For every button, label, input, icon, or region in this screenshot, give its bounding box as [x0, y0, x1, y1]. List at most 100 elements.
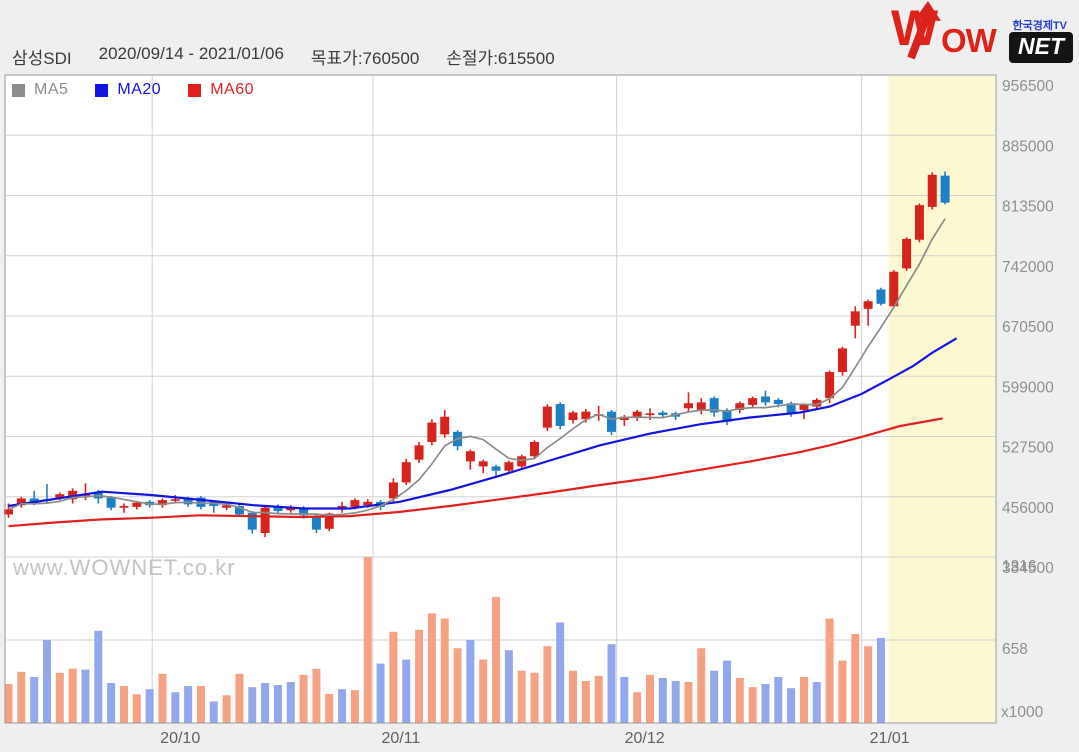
- volume-bar: [864, 646, 873, 723]
- candle-body: [324, 513, 334, 529]
- candle-body: [388, 482, 398, 499]
- ma60-swatch: [188, 83, 202, 97]
- volume-bar: [646, 674, 654, 723]
- candle-body: [683, 403, 693, 409]
- stock-name: 삼성SDI: [12, 49, 72, 68]
- volume-bar: [235, 673, 244, 723]
- volume-bar: [158, 673, 167, 723]
- candle-body: [645, 413, 655, 416]
- legend-item-ma60: MA60: [188, 81, 254, 99]
- volume-bar: [81, 669, 90, 723]
- candle-body: [722, 409, 732, 422]
- volume-bar: [876, 637, 885, 723]
- volume-bar: [94, 630, 103, 723]
- volume-bar: [389, 631, 398, 723]
- candle-body: [542, 406, 552, 428]
- target-price-label: 목표가:760500: [310, 49, 420, 68]
- candle-body: [863, 301, 873, 309]
- candle-body: [440, 416, 450, 435]
- price-tick-label: 670500: [1002, 319, 1054, 336]
- candle-body: [234, 506, 244, 515]
- candle-body: [799, 404, 809, 410]
- candle-body: [889, 271, 899, 307]
- volume-bar: [376, 663, 385, 723]
- logo-letter-w: W: [891, 0, 938, 56]
- volume-unit-label: x1000: [1001, 704, 1044, 721]
- candle-body: [350, 500, 360, 507]
- volume-bar: [825, 618, 834, 723]
- ma5-line: [8, 218, 946, 517]
- candle-body: [709, 398, 719, 413]
- volume-bar: [107, 683, 116, 723]
- ma20-label: MA20: [117, 81, 162, 98]
- volume-bar: [209, 701, 218, 723]
- volume-bar: [787, 688, 796, 723]
- candle-body: [927, 174, 937, 207]
- volume-bar: [671, 680, 680, 723]
- candle-body: [132, 502, 142, 507]
- volume-bar: [633, 692, 642, 723]
- price-tick-label: 742000: [1002, 259, 1054, 276]
- volume-bar: [402, 659, 411, 723]
- chart-header: 삼성SDI 2020/09/14 - 2021/01/06 목표가:760500…: [12, 44, 555, 69]
- candle-body: [401, 462, 411, 483]
- candle-body: [68, 490, 78, 500]
- volume-bar: [415, 629, 424, 723]
- volume-bar: [222, 695, 231, 723]
- candle-body: [632, 411, 642, 418]
- candle-body: [157, 500, 167, 506]
- volume-bar: [427, 613, 436, 723]
- volume-bar: [466, 640, 475, 723]
- volume-bar: [774, 676, 783, 723]
- volume-bar: [325, 693, 334, 723]
- volume-bar: [607, 644, 616, 723]
- volume-bar: [119, 686, 128, 723]
- volume-bar: [440, 618, 449, 723]
- volume-bar: [530, 672, 539, 723]
- volume-bar: [184, 686, 193, 723]
- volume-bar: [145, 689, 154, 723]
- candle-body: [568, 412, 578, 421]
- volume-bar: [697, 648, 706, 723]
- candle-body: [850, 311, 860, 326]
- legend-item-ma5: MA5: [12, 81, 68, 99]
- candle-body: [414, 445, 424, 460]
- highlight-band: [888, 76, 995, 722]
- candle-body: [825, 372, 835, 399]
- volume-bar: [30, 676, 39, 723]
- volume-bar: [543, 646, 552, 723]
- month-tick-label: 20/10: [160, 730, 200, 747]
- volume-bar: [55, 672, 64, 723]
- candle-body: [222, 505, 232, 508]
- candle-body: [183, 498, 193, 505]
- logo-net-badge: NET: [1009, 32, 1073, 63]
- candle-body: [696, 402, 706, 410]
- candle-body: [876, 289, 886, 304]
- candle-body: [247, 512, 257, 530]
- candle-body: [530, 441, 540, 457]
- candle-body: [273, 506, 283, 512]
- candle-body: [902, 238, 912, 269]
- volume-bar: [132, 694, 141, 723]
- candle-body: [658, 412, 668, 416]
- volume-bar: [722, 660, 731, 723]
- volume-bar: [594, 675, 603, 723]
- ma5-label: MA5: [34, 81, 69, 98]
- candle-body: [619, 416, 629, 421]
- volume-bar: [453, 648, 462, 723]
- volume-bar: [761, 684, 770, 723]
- plot-border: [4, 74, 997, 724]
- candle-body: [837, 348, 847, 373]
- volume-tick-label: 658: [1002, 641, 1028, 658]
- volume-bar: [171, 692, 180, 723]
- candle-body: [311, 516, 321, 530]
- volume-bar: [684, 682, 693, 723]
- candle-body: [607, 411, 617, 432]
- volume-bar: [248, 687, 257, 723]
- logo-tagline: 한국경제TV: [1012, 20, 1067, 32]
- candle-body: [914, 205, 924, 240]
- month-tick-label: 21/01: [870, 730, 910, 747]
- ma20-swatch: [95, 83, 109, 97]
- candle-body: [491, 466, 501, 471]
